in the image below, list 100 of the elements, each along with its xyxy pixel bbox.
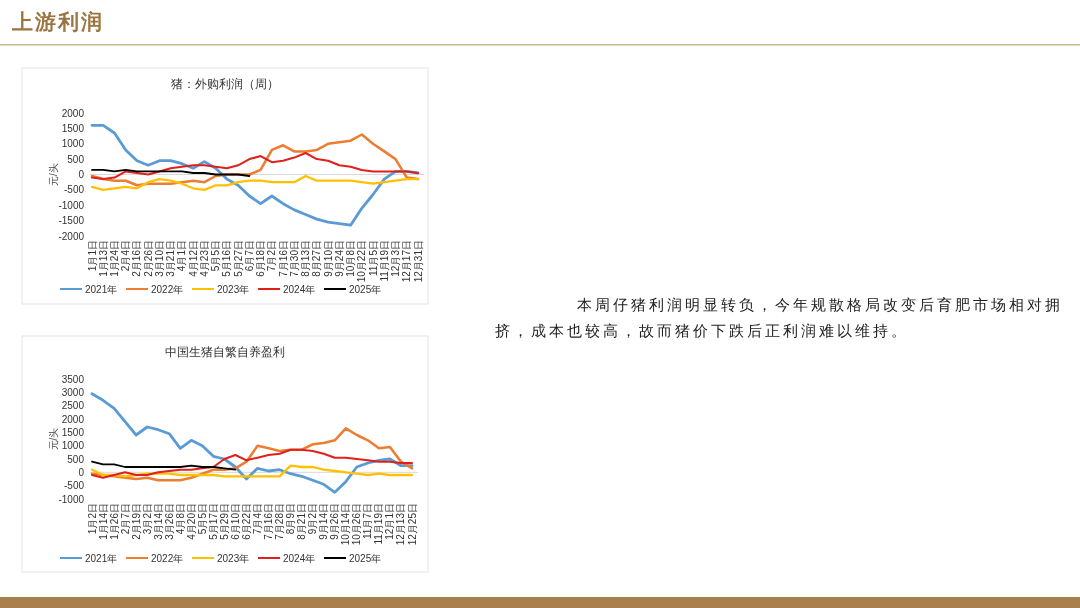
- x-tick-label: 10月14日: [340, 503, 352, 546]
- y-tick-label: 2000: [61, 413, 85, 425]
- x-tick-label: 6月7日: [243, 240, 255, 272]
- x-tick-label: 8月13日: [300, 240, 312, 277]
- y-tick-label: -1500: [58, 215, 85, 227]
- x-tick-label: 10月22日: [356, 240, 368, 283]
- y-axis-title: 元/头: [48, 427, 59, 451]
- x-tick-label: 7月16日: [277, 240, 289, 277]
- legend-label: 2022年: [151, 552, 184, 564]
- legend-label: 2024年: [283, 552, 316, 564]
- x-tick-label: 3月2日: [141, 503, 153, 535]
- x-tick-label: 11月5日: [367, 240, 379, 276]
- line-series: [90, 392, 414, 494]
- chart-title: 猪：外购利润（周）: [171, 77, 279, 91]
- line-series: [90, 174, 420, 192]
- x-tick-label: 5月5日: [196, 503, 208, 535]
- y-tick-label: 500: [67, 453, 85, 465]
- x-tick-label: 4月12日: [187, 240, 199, 277]
- legend-label: 2025年: [349, 283, 382, 295]
- x-tick-label: 2月7日: [119, 503, 131, 535]
- y-tick-label: 500: [67, 153, 85, 165]
- line-series: [91, 169, 251, 177]
- x-tick-label: 1月13日: [97, 240, 109, 277]
- line-series: [90, 151, 420, 181]
- legend-label: 2021年: [85, 283, 118, 295]
- legend-label: 2025年: [349, 552, 382, 564]
- y-tick-label: 3000: [61, 386, 85, 398]
- x-tick-label: 12月13日: [395, 503, 407, 546]
- x-tick-label: 7月2日: [266, 240, 278, 272]
- x-tick-label: 1月2日: [86, 503, 98, 535]
- y-tick-label: 1500: [61, 122, 85, 134]
- y-tick-label: 1500: [61, 426, 85, 438]
- x-tick-label: 1月26日: [108, 503, 120, 540]
- legend-label: 2024年: [283, 283, 316, 295]
- x-tick-label: 3月21日: [165, 240, 177, 277]
- x-tick-label: 9月24日: [333, 240, 345, 277]
- x-tick-label: 11月19日: [378, 240, 390, 282]
- x-tick-label: 5月17日: [207, 503, 219, 540]
- x-tick-label: 11月7日: [362, 503, 374, 539]
- line-series: [90, 448, 414, 479]
- y-tick-label: 0: [78, 466, 85, 478]
- x-tick-label: 2月4日: [120, 240, 132, 272]
- y-tick-label: 2500: [61, 400, 85, 412]
- legend-label: 2023年: [217, 283, 250, 295]
- x-tick-label: 12月25日: [406, 503, 418, 546]
- y-axis-title: 元/头: [48, 163, 59, 186]
- legend-label: 2023年: [217, 552, 250, 564]
- x-tick-label: 11月19日: [373, 503, 385, 545]
- x-tick-label: 9月14日: [318, 503, 330, 540]
- x-tick-label: 3月26日: [163, 503, 175, 540]
- x-tick-label: 4月20日: [185, 503, 197, 540]
- x-tick-label: 12月1日: [384, 503, 396, 540]
- line-series: [90, 464, 414, 478]
- x-tick-label: 8月21日: [296, 503, 308, 540]
- x-tick-label: 1月24日: [108, 240, 120, 277]
- x-tick-label: 8月27日: [311, 240, 323, 277]
- legend-label: 2022年: [151, 283, 184, 295]
- x-tick-label: 4月1日: [176, 240, 188, 272]
- x-tick-label: 7月28日: [274, 503, 286, 540]
- x-tick-label: 1月14日: [97, 503, 109, 540]
- x-tick-label: 6月22日: [240, 503, 252, 540]
- x-tick-label: 4月8日: [174, 503, 186, 535]
- x-tick-label: 5月5日: [210, 240, 222, 272]
- x-tick-label: 7月4日: [252, 503, 264, 535]
- y-tick-label: -2000: [58, 230, 85, 242]
- y-tick-label: 3500: [61, 373, 85, 385]
- x-tick-label: 6月10日: [229, 503, 241, 540]
- legend-label: 2021年: [85, 552, 118, 564]
- x-tick-label: 10月8日: [345, 240, 357, 277]
- x-tick-label: 7月16日: [263, 503, 275, 540]
- chart-title: 中国生猪自繁自养盈利: [165, 345, 285, 359]
- x-tick-label: 12月17日: [401, 240, 413, 283]
- x-tick-label: 9月26日: [329, 503, 341, 540]
- x-tick-label: 2月16日: [131, 240, 143, 277]
- y-tick-label: -500: [63, 184, 85, 196]
- y-tick-label: 1000: [61, 440, 85, 452]
- y-tick-label: 0: [78, 169, 85, 180]
- x-tick-label: 3月14日: [152, 503, 164, 540]
- x-tick-label: 2月19日: [130, 503, 142, 540]
- y-tick-label: -1000: [58, 199, 85, 211]
- text: 本周仔猪利润明显转负，今年规散格局改变后育肥市场相对拥挤，成本也较高，故而猪价下跌后正利润难以维持。: [495, 295, 1064, 342]
- x-tick-label: 8月9日: [285, 503, 297, 535]
- x-tick-label: 12月3日: [390, 240, 402, 277]
- y-tick-label: -1000: [58, 493, 85, 505]
- x-tick-label: 3月10日: [153, 240, 165, 277]
- x-tick-label: 2月26日: [142, 240, 154, 277]
- x-tick-label: 4月23日: [198, 240, 210, 277]
- y-tick-label: 1000: [61, 138, 85, 150]
- x-tick-label: 5月29日: [218, 503, 230, 540]
- x-tick-label: 6月18日: [255, 240, 267, 277]
- x-tick-label: 5月27日: [232, 240, 244, 277]
- line-series: [91, 460, 237, 471]
- x-tick-label: 5月16日: [221, 240, 233, 277]
- x-tick-label: 9月2日: [307, 503, 319, 535]
- x-tick-label: 9月10日: [322, 240, 334, 277]
- x-tick-label: 10月26日: [351, 503, 363, 546]
- x-tick-label: 1月1日: [86, 240, 98, 272]
- x-tick-label: 7月30日: [288, 240, 300, 277]
- x-tick-label: 12月31日: [412, 240, 424, 283]
- y-tick-label: -500: [63, 480, 85, 492]
